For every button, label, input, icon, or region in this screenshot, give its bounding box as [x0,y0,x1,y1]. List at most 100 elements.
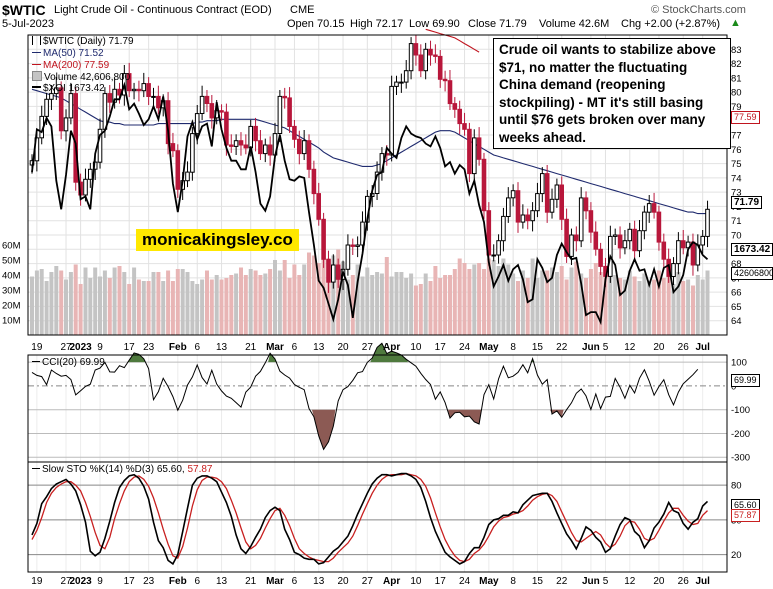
x-axis-tick-upper: 9 [97,342,103,353]
chart-exchange: CME [290,4,315,16]
candle-body [88,168,93,180]
candle-body [326,258,331,283]
x-axis-tick-upper: 8 [510,342,516,353]
cci-axis-tick: -300 [731,453,750,464]
candle-body [671,263,676,278]
volume-value: Volume 42.6M [539,18,610,30]
price-axis-tick: 64 [731,316,742,327]
candle-body [54,87,59,95]
x-axis-tick-lower: May [479,576,499,587]
volume-bar [584,278,588,335]
ma200-line [425,28,480,53]
price-axis-tick: 79 [731,102,742,113]
candle-body [656,211,662,243]
volume-bar [695,275,700,335]
volume-bar [491,260,496,335]
candle-body [97,128,103,163]
volume-bar [151,272,156,335]
x-axis-tick-lower: 27 [60,576,72,587]
candle-body [510,190,516,199]
legend-ma200-swatch [32,64,41,65]
x-axis-tick-upper: 5 [603,342,609,353]
volume-bar [370,275,375,335]
cci-axis-tick: -200 [731,429,750,440]
sto-axis-tick: 20 [731,550,742,561]
candle-body [496,240,501,256]
volume-bar [88,278,93,335]
candle-body [175,150,181,190]
candle-body [501,215,506,242]
candle-body [437,55,443,80]
volume-bar [336,249,341,335]
volume-bar [656,270,661,335]
volume-bar [564,279,569,335]
candle-body [481,158,487,212]
x-axis-tick-upper: 27 [60,342,72,353]
price-axis-tick: 81 [731,73,742,84]
volume-bar [326,258,331,335]
volume-bar [166,270,171,335]
candle-body [612,234,618,237]
x-axis-tick-lower: 5 [603,576,609,587]
candle-body [661,241,667,260]
candle-body [544,173,550,213]
candle-body [476,137,482,160]
volume-bar [156,272,161,335]
price-axis-tick: 74 [731,173,742,184]
volume-bar [375,272,380,335]
price-axis-tick: 83 [731,45,742,56]
volume-bar [360,276,365,335]
volume-bar [452,269,457,335]
volume-bar [54,266,59,335]
price-axis-tick: 75 [731,159,742,170]
candle-body [131,88,137,92]
volume-bar [482,269,486,335]
x-axis-tick-lower: 22 [556,576,568,587]
volume-bar [136,279,141,335]
volume-bar [34,270,39,335]
chart-source: © StockCharts.com [651,4,746,16]
sto-legend-k: 65.60, [156,464,185,475]
candle-body [345,244,351,270]
x-axis-tick-upper: 2023 [69,342,92,353]
candle-body [530,210,535,222]
volume-bar [574,261,579,335]
volume-bar [409,273,414,335]
change-up-arrow-icon: ▲ [730,17,741,29]
price-axis-tick: 80 [731,88,742,99]
candle-body [102,93,108,130]
legend-ma200: MA(200) 77.59 [32,60,109,71]
volume-bar [277,270,282,335]
xoi-line [31,81,709,326]
volume-bar [365,267,370,335]
volume-axis-tick: 30M [2,286,21,297]
candle-body [263,144,268,155]
x-axis-tick-upper: 20 [337,342,349,353]
candle-body [292,125,297,140]
volume-bar [700,279,705,335]
candle-body [229,144,234,147]
volume-bar [30,276,34,335]
volume-bar [132,267,137,335]
sto-legend: Slow STO %K(14) %D(3) 65.60, 57.87 [32,464,212,475]
candle-body [569,234,574,257]
x-axis-tick-lower: 17 [435,576,447,587]
volume-bar [107,278,112,335]
x-axis-tick-lower: 20 [337,576,349,587]
legend-xoi-swatch [32,86,41,88]
candle-body [394,81,399,87]
volume-axis-tick: 20M [2,301,21,312]
volume-bar [78,284,83,335]
candle-body [68,93,74,119]
low-value: Low 69.90 [409,18,460,30]
volume-bar [443,275,448,335]
candle-body [646,203,652,213]
candle-body [423,48,428,72]
candle-body [433,54,438,57]
volume-bar [511,273,516,335]
volume-bar [307,252,311,335]
volume-bar [49,272,54,335]
x-axis-tick-upper: 17 [435,342,447,353]
volume-bar [632,276,637,335]
cci-legend: CCI(20) 69.99 [32,357,105,368]
